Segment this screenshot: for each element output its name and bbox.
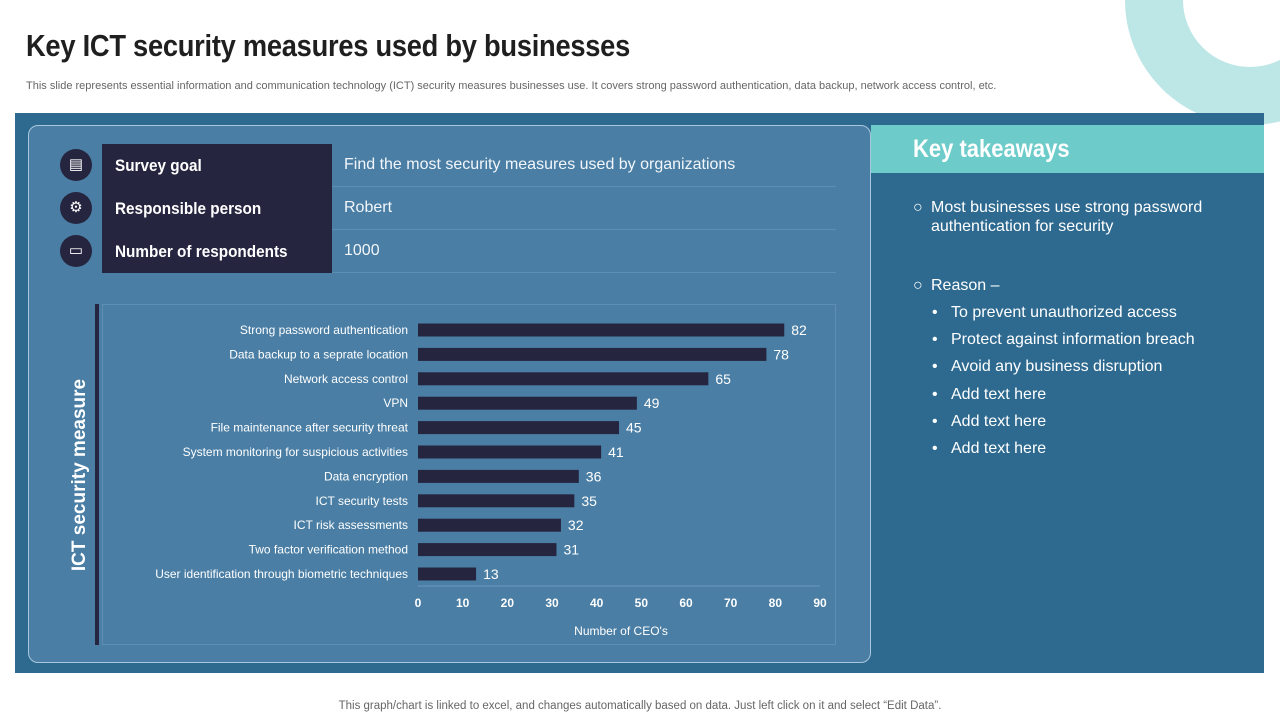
data-label: 13 [483,566,499,582]
data-label: 49 [644,395,660,411]
bullet-dot-icon: • [932,304,938,321]
takeaway-reason: Reason – [931,277,1000,294]
info-label: Survey goal [115,156,202,175]
data-label: 32 [568,517,584,533]
circle-bullet-icon: ○ [913,277,923,294]
x-tick-label: 80 [769,596,783,610]
takeaway-bullet: Add text here [951,385,1047,403]
x-tick-label: 30 [545,596,559,610]
takeaway-bullet: Add text here [951,412,1047,430]
chart-area[interactable] [102,304,836,645]
category-label: ICT risk assessments [294,518,408,532]
axis-accent-bar [95,304,99,645]
info-row-respondents: Number of respondents 1000 [102,230,836,273]
bar [418,494,575,508]
bar [418,421,619,435]
key-takeaways-header: Key takeaways [871,125,1264,173]
info-value: 1000 [344,242,380,259]
bar [418,396,637,410]
takeaway-point: Most businesses use strong password auth… [931,199,1203,235]
decorative-ring [1125,0,1280,125]
takeaway-bullet: Avoid any business disruption [951,358,1163,376]
survey-icon: ▤ [60,149,92,181]
takeaway-bullet: Protect against information breach [951,331,1195,349]
monitor-icon: ▭ [60,235,92,267]
circle-bullet-icon: ○ [913,199,923,216]
x-tick-label: 60 [679,596,693,610]
bar [418,469,579,483]
x-tick-label: 10 [456,596,470,610]
info-label: Number of respondents [115,242,288,261]
x-axis-label: Number of CEO's [574,624,668,638]
page-title: Key ICT security measures used by busine… [26,28,630,63]
data-label: 45 [626,420,642,436]
bullet-dot-icon: • [932,358,938,376]
bar [418,445,602,459]
bar [418,543,557,557]
takeaway-bullet: Add text here [951,440,1047,457]
category-label: Network access control [284,372,408,386]
x-tick-label: 50 [635,596,649,610]
category-label: User identification through biometric te… [155,567,408,581]
bar [418,518,561,532]
data-label: 41 [608,444,624,460]
info-label: Responsible person [115,199,262,218]
category-label: File maintenance after security threat [211,421,409,435]
data-label: 78 [773,346,789,362]
bar [418,347,767,361]
key-takeaways-title: Key takeaways [913,135,1070,163]
bar [418,372,709,386]
category-label: VPN [383,396,408,410]
bullet-dot-icon: • [932,440,938,457]
category-label: Strong password authentication [240,323,408,337]
x-tick-label: 90 [813,596,827,610]
info-value: Robert [344,199,393,216]
person-network-icon: ⚙ [60,192,92,224]
x-tick-label: 70 [724,596,738,610]
category-label: ICT security tests [316,494,408,508]
category-label: Data encryption [324,469,408,483]
page-subtitle: This slide represents essential informat… [26,80,997,92]
category-label: System monitoring for suspicious activit… [183,445,408,459]
x-tick-label: 0 [415,596,422,610]
bar [418,323,785,337]
data-label: 36 [586,468,602,484]
data-label: 65 [715,371,731,387]
info-row-survey-goal: Survey goal Find the most security measur… [102,144,836,187]
takeaway-bullet: To prevent unauthorized access [951,304,1177,321]
bar [418,567,477,581]
category-label: Data backup to a seprate location [229,347,408,361]
data-label: 35 [581,493,597,509]
info-row-responsible-person: Responsible person Robert [102,187,836,230]
category-label: Two factor verification method [249,543,408,557]
bullet-dot-icon: • [932,412,938,430]
bullet-dot-icon: • [932,385,938,403]
data-label: 31 [563,542,579,558]
info-value: Find the most security measures used by … [344,156,736,173]
x-tick-label: 20 [501,596,515,610]
data-label: 82 [791,322,807,338]
x-tick-label: 40 [590,596,604,610]
bullet-dot-icon: • [932,331,938,349]
footer-note: This graph/chart is linked to excel, and… [338,700,942,712]
